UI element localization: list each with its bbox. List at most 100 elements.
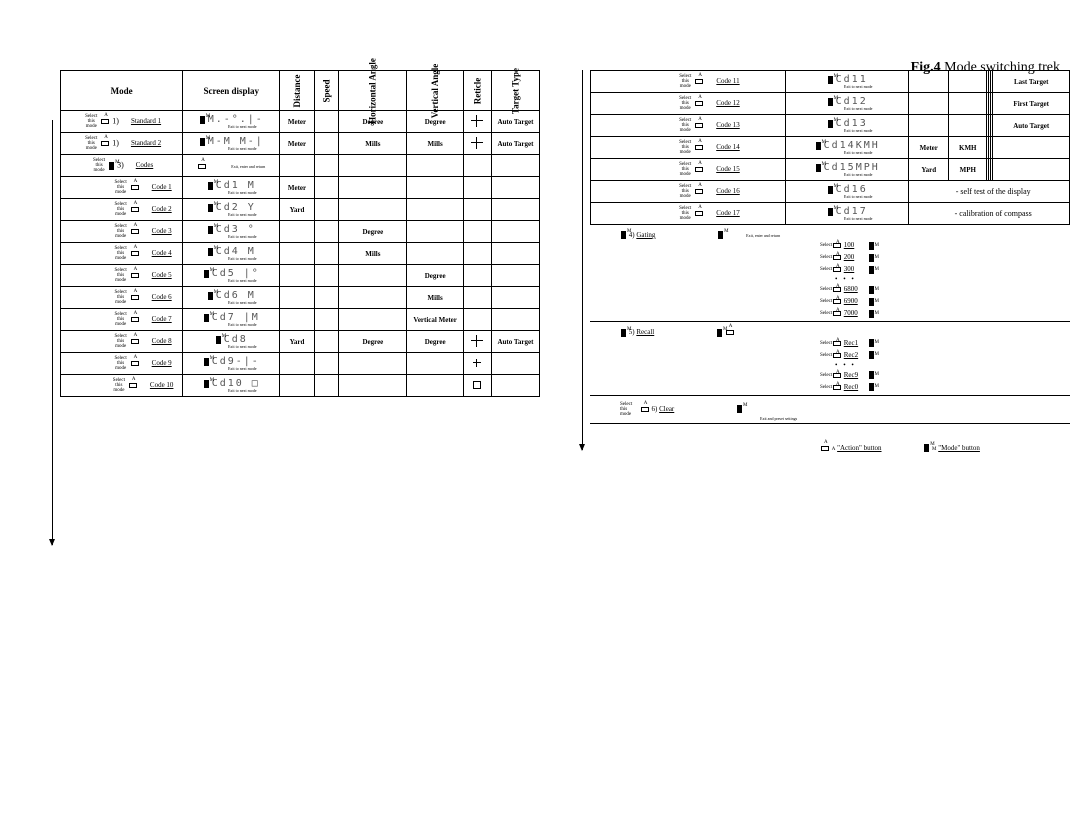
table-row: Select this mode Code 4 Cd4 MExit to nex… [61, 243, 540, 265]
recall-list: Select Rec9 Select Rec0 [820, 369, 1070, 393]
action-button-icon [131, 229, 139, 234]
legend-mode: "Mode" button [938, 444, 980, 452]
mode-button-icon [737, 405, 742, 413]
cell [314, 243, 338, 265]
cell: Mills [407, 133, 464, 155]
cell: Auto Target [993, 115, 1070, 137]
action-button-icon [695, 101, 703, 106]
cell [463, 243, 491, 265]
cell: Auto Target [491, 133, 539, 155]
cell [314, 331, 338, 353]
table-row: Select this mode Code 13 Cd13Exit to nex… [591, 115, 1070, 137]
mode-button-icon [869, 266, 874, 274]
action-button-icon [833, 373, 841, 378]
cell [491, 243, 539, 265]
cell [463, 221, 491, 243]
action-button-icon [131, 339, 139, 344]
reticle-cross-icon [470, 334, 484, 348]
cell [463, 177, 491, 199]
cell [280, 287, 315, 309]
legend-action: "Action" button [837, 444, 881, 452]
cell: Yard [280, 331, 315, 353]
header-reticle: Reticle [463, 71, 491, 111]
action-button-icon [833, 353, 841, 358]
reticle-box-icon [473, 381, 481, 389]
mode-label: Code 4 [152, 249, 172, 257]
cell: Mills [407, 287, 464, 309]
cell [463, 265, 491, 287]
right-page: Fig.4 Mode switching trek Select this mo… [590, 70, 1070, 452]
cell [993, 159, 1070, 181]
list-item: Select 200 [820, 251, 1070, 263]
mode-button-icon [621, 231, 626, 239]
mode-button-icon [216, 336, 221, 344]
cell [314, 133, 338, 155]
action-button-icon [131, 207, 139, 212]
header-vangle: Vertical Angle [407, 71, 464, 111]
cell: Degree [407, 331, 464, 353]
mode-button-icon [828, 120, 833, 128]
mode-button-icon [869, 351, 874, 359]
action-button-icon [101, 119, 109, 124]
mode-button-icon [828, 186, 833, 194]
list-item: Select Rec0 [820, 381, 1070, 393]
mode-button-icon [828, 208, 833, 216]
cell [280, 353, 315, 375]
mode-button-icon [204, 380, 209, 388]
cell [339, 287, 407, 309]
mode-button-icon [828, 76, 833, 84]
mode-button-icon [717, 329, 722, 337]
gating-section: 4) Gating Exit, enter and return [620, 231, 1070, 239]
list-item: Select 100 [820, 239, 1070, 251]
mode-label: Code 9 [152, 359, 172, 367]
cell [463, 111, 491, 133]
cell [314, 199, 338, 221]
cell [280, 221, 315, 243]
mode-label: Code 16 [716, 187, 740, 195]
cell [314, 375, 338, 397]
mode-label: Standard 1 [131, 117, 161, 125]
mode-button-icon [816, 142, 821, 150]
cell [314, 221, 338, 243]
action-button-icon [833, 341, 841, 346]
cell [407, 353, 464, 375]
cell [280, 243, 315, 265]
header-speed: Speed [314, 71, 338, 111]
cell [463, 287, 491, 309]
cell [339, 353, 407, 375]
action-button-icon [695, 79, 703, 84]
header-mode: Mode [61, 71, 183, 111]
table-row: Select this mode Code 8 Cd8Exit to next … [61, 331, 540, 353]
legend: A "Action" button M "Mode" button [820, 444, 1070, 452]
mode-button-icon [204, 270, 209, 278]
mode-label: Code 11 [716, 77, 739, 85]
table-row: Select this mode Code 16 Cd16Exit to nex… [591, 181, 1070, 203]
cell [407, 199, 464, 221]
table-row: Select this mode Code 10 Cd10 □Exit to n… [61, 375, 540, 397]
table-row: Select this mode Code 15 Cd15MPHExit to … [591, 159, 1070, 181]
mode-button-icon [208, 182, 213, 190]
flow-arrow-icon [582, 70, 583, 450]
cell [909, 93, 949, 115]
reticle-small-icon [470, 356, 484, 370]
list-item: Select 7000 [820, 307, 1070, 319]
cell [463, 375, 491, 397]
list-item: Select 6800 [820, 283, 1070, 295]
header-screen: Screen display [183, 71, 280, 111]
mode-button-icon [621, 329, 626, 337]
mode-table-left: Mode Screen display Distance Speed Horiz… [60, 70, 540, 397]
action-button-icon [131, 251, 139, 256]
cell [280, 309, 315, 331]
table-row: Select this mode Code 6 Cd6 MExit to nex… [61, 287, 540, 309]
mode-label: Code 1 [152, 183, 172, 191]
cell [407, 375, 464, 397]
table-row: Select this mode Code 5 Cd5 |°Exit to ne… [61, 265, 540, 287]
ellipsis: • • • [835, 361, 1070, 369]
list-item: Select Rec1 [820, 337, 1070, 349]
clear-section: Select this mode 6) Clear Exit and prese… [620, 402, 1070, 421]
mode-button-icon [208, 226, 213, 234]
list-item: Select 300 [820, 263, 1070, 275]
gating-label: Gating [636, 231, 655, 239]
list-item: Select 6900 [820, 295, 1070, 307]
mode-button-icon [204, 314, 209, 322]
